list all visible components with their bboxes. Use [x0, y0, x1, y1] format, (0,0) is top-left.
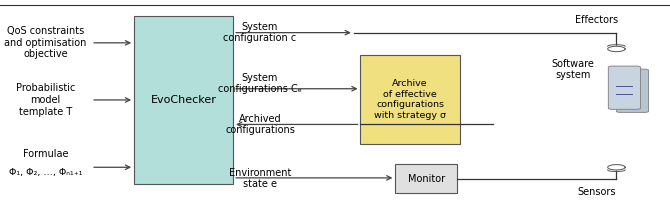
- Text: System
configurations Cₑ: System configurations Cₑ: [218, 73, 302, 94]
- Text: Software
system: Software system: [551, 59, 594, 80]
- FancyBboxPatch shape: [360, 55, 460, 144]
- Text: Environment
state e: Environment state e: [228, 168, 291, 189]
- Text: QoS constraints
and optimisation
objective: QoS constraints and optimisation objecti…: [5, 26, 86, 59]
- Text: Formulae: Formulae: [23, 149, 68, 159]
- Text: Effectors: Effectors: [575, 15, 618, 26]
- Text: Φ₁, Φ₂, …, Φₙ₁₊₁: Φ₁, Φ₂, …, Φₙ₁₊₁: [9, 168, 82, 177]
- Text: Sensors: Sensors: [577, 187, 616, 197]
- Text: Probabilistic
model
template T: Probabilistic model template T: [16, 83, 75, 116]
- Text: EvoChecker: EvoChecker: [151, 95, 216, 105]
- FancyBboxPatch shape: [134, 16, 233, 184]
- Text: Monitor: Monitor: [407, 173, 445, 184]
- Text: Archived
configurations: Archived configurations: [225, 114, 295, 135]
- FancyBboxPatch shape: [616, 69, 649, 112]
- Polygon shape: [608, 165, 625, 170]
- FancyBboxPatch shape: [608, 66, 641, 109]
- Text: Archive
of effective
configurations
with strategy σ: Archive of effective configurations with…: [374, 79, 446, 120]
- FancyBboxPatch shape: [395, 164, 457, 193]
- Polygon shape: [608, 46, 625, 52]
- Text: System
configuration c: System configuration c: [223, 22, 297, 43]
